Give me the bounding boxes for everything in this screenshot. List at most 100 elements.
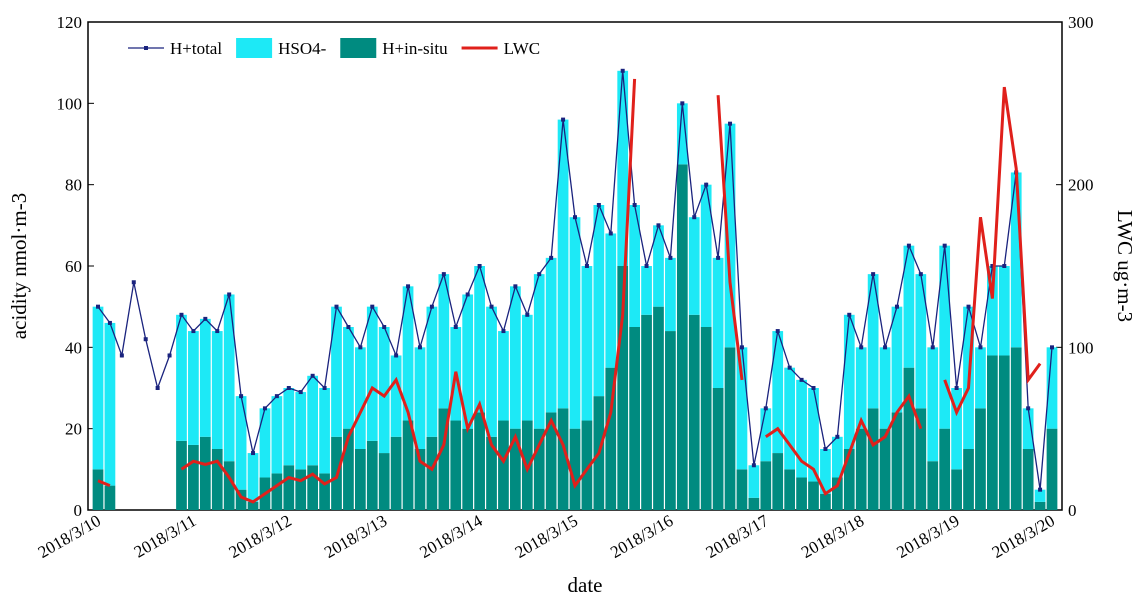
bar (736, 347, 748, 470)
bar (378, 327, 390, 454)
bar (295, 392, 307, 470)
bar (951, 388, 962, 470)
marker (477, 264, 482, 268)
bar (879, 347, 891, 429)
bar (891, 412, 903, 510)
bar (736, 469, 748, 510)
bar (533, 428, 545, 510)
marker (370, 304, 375, 309)
y-tick-label: 80 (65, 176, 82, 195)
marker (441, 272, 446, 277)
marker (215, 329, 220, 334)
bar (462, 294, 474, 429)
bar (831, 477, 843, 510)
line (97, 78, 1042, 504)
bar (498, 331, 509, 421)
legend-label: LWC (504, 39, 541, 58)
bar (820, 449, 831, 494)
bar (998, 266, 1010, 356)
bar (843, 314, 855, 449)
x-tick-label: 2018/3/20 (989, 511, 1058, 562)
y2-axis-title: LWC ug·m-3 (1113, 210, 1137, 322)
bar (676, 103, 688, 165)
x-tick-label: 2018/3/11 (131, 511, 200, 562)
x-tick-label: 2018/3/15 (512, 511, 581, 562)
marker (620, 68, 625, 73)
marker (501, 329, 506, 334)
bar (402, 420, 414, 510)
marker (549, 255, 554, 260)
bar (569, 428, 581, 510)
bar (188, 444, 199, 510)
bar (414, 347, 426, 449)
marker (274, 394, 279, 399)
marker (954, 386, 959, 390)
bar (557, 408, 569, 510)
marker (453, 325, 458, 329)
marker (203, 316, 208, 321)
marker (346, 325, 351, 329)
bar (211, 331, 223, 449)
marker (918, 272, 923, 277)
bar (211, 449, 223, 510)
bar (843, 449, 855, 510)
bar (867, 274, 879, 409)
marker (561, 117, 566, 122)
bar (366, 306, 378, 441)
y2-tick-label: 200 (1068, 176, 1094, 195)
bar (712, 388, 724, 510)
legend-label: H+total (170, 39, 222, 58)
bar (199, 318, 211, 437)
x-tick-label: 2018/3/12 (226, 511, 295, 562)
bar (939, 428, 951, 510)
marker (119, 353, 124, 358)
bar (915, 408, 927, 510)
bar (915, 274, 927, 409)
bar (581, 420, 593, 510)
marker (1050, 345, 1054, 350)
marker (191, 329, 196, 334)
bar (223, 461, 235, 510)
bar (831, 436, 843, 478)
bar (402, 286, 414, 421)
bar (307, 375, 319, 466)
marker (310, 373, 315, 378)
bar (104, 485, 116, 510)
marker (417, 345, 422, 350)
bar (271, 396, 283, 474)
marker (155, 386, 160, 390)
marker (513, 284, 518, 289)
marker (739, 345, 744, 350)
bar (855, 347, 867, 429)
marker (787, 365, 792, 370)
legend-label: H+in-situ (382, 39, 448, 58)
y-tick-label: 20 (65, 420, 82, 439)
bar (927, 347, 939, 462)
bar (987, 266, 998, 356)
marker (1026, 406, 1031, 411)
bar (1022, 449, 1034, 510)
x-tick-label: 2018/3/19 (893, 511, 962, 562)
marker (596, 203, 601, 207)
x-tick-label: 2018/3/13 (321, 511, 390, 562)
bar (235, 489, 247, 510)
y-tick-label: 0 (74, 501, 83, 520)
marker (894, 304, 899, 309)
marker (692, 215, 697, 220)
bar (998, 355, 1010, 510)
bar (557, 119, 569, 409)
bar (772, 453, 784, 510)
bar (545, 257, 557, 413)
marker (763, 406, 768, 411)
marker (835, 434, 840, 439)
marker (871, 272, 876, 277)
marker (239, 394, 244, 399)
marker (573, 215, 577, 220)
marker (406, 284, 411, 289)
marker (906, 243, 911, 248)
bar (772, 331, 784, 454)
bar (748, 497, 760, 510)
bar (927, 461, 939, 510)
bar (987, 355, 998, 510)
bar (223, 294, 235, 462)
